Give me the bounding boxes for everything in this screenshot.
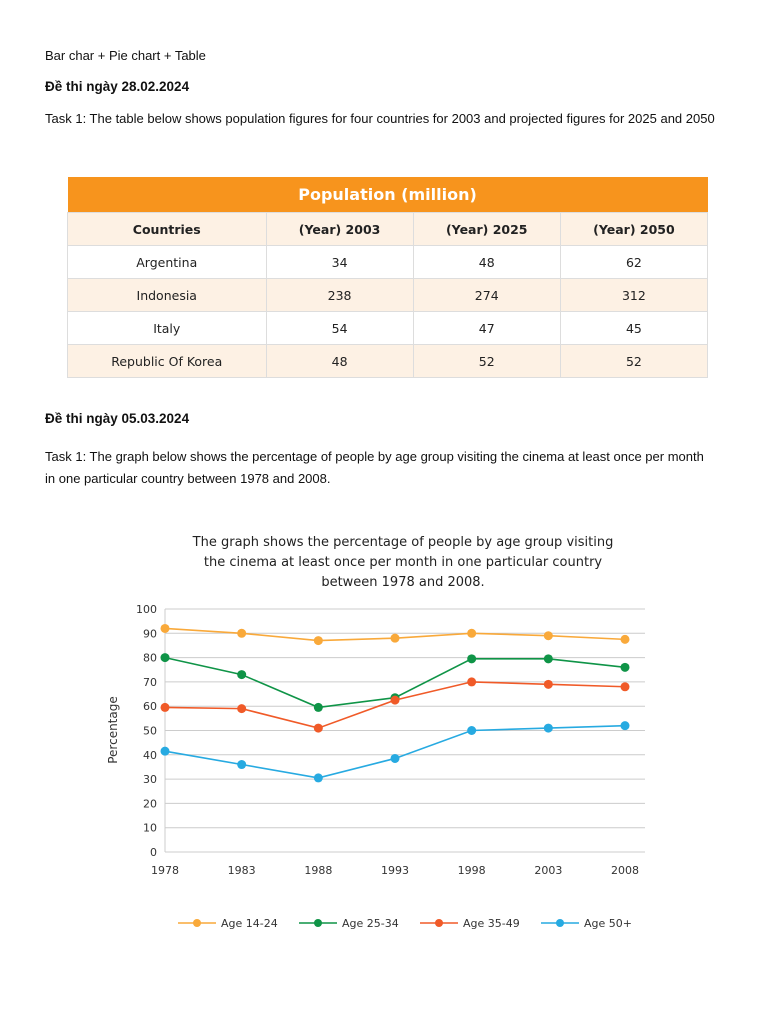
data-point [313,636,323,646]
cell: 45 [559,311,709,345]
legend-marker [435,919,443,927]
population-table: Population (million) Countries (Year) 20… [67,177,709,378]
y-tick-label: 40 [143,749,157,762]
data-point [160,746,170,756]
cell: 312 [559,278,709,312]
intro-text: Bar char + Pie chart + Table [45,48,206,63]
x-tick-label: 1983 [228,864,256,877]
data-point [620,662,630,672]
cell: 47 [412,311,561,345]
data-point [313,702,323,712]
cell: 34 [265,245,414,279]
data-point [160,702,170,712]
legend-marker [314,919,322,927]
table-title: Population (million) [67,177,708,213]
data-point [543,679,553,689]
cell: 274 [412,278,561,312]
y-tick-label: 30 [143,773,157,786]
section1-task: Task 1: The table below shows population… [45,111,715,126]
data-point [237,670,247,680]
data-point [313,773,323,783]
x-tick-label: 2003 [534,864,562,877]
cell: Argentina [67,245,267,279]
col-header: Countries [67,212,267,246]
x-tick-label: 1993 [381,864,409,877]
cell: Republic Of Korea [67,344,267,378]
data-point [237,628,247,638]
y-tick-label: 70 [143,676,157,689]
data-point [237,760,247,770]
data-point [467,677,477,687]
cell: 48 [265,344,414,378]
data-point [467,628,477,638]
x-tick-label: 2008 [611,864,639,877]
data-point [620,682,630,692]
x-tick-label: 1978 [151,864,179,877]
data-point [543,654,553,664]
data-point [467,726,477,735]
col-header: (Year) 2003 [265,212,414,246]
series-line [164,656,626,709]
data-point [390,693,400,703]
y-tick-label: 20 [143,797,157,810]
cell: Italy [67,311,267,345]
series-line [164,627,626,642]
data-point [620,721,630,731]
data-point [543,723,553,733]
legend-marker [556,919,564,927]
legend-marker [193,919,201,927]
cell: 238 [265,278,414,312]
data-point [620,634,630,644]
y-tick-label: 10 [143,822,157,835]
col-header: (Year) 2025 [412,212,561,246]
col-header: (Year) 2050 [559,212,709,246]
table-row: Indonesia 238 274 312 [67,278,709,312]
section2-task: Task 1: The graph below shows the percen… [45,449,704,486]
cell: 52 [559,344,709,378]
y-tick-label: 60 [143,700,157,713]
cell: 54 [265,311,414,345]
chart-title: the cinema at least once per month in on… [204,555,603,570]
y-tick-label: 100 [136,603,157,616]
cell: Indonesia [67,278,267,312]
x-tick-label: 1988 [304,864,332,877]
y-axis-label: Percentage [106,696,120,764]
data-point [237,704,247,714]
legend-label: Age 14-24 [221,917,278,930]
legend-label: Age 50+ [584,917,632,930]
data-point [467,654,477,664]
legend-label: Age 25-34 [342,917,399,930]
y-tick-label: 50 [143,725,157,738]
data-point [160,653,170,663]
table-row: Argentina 34 48 62 [67,245,709,279]
series-line [164,724,626,779]
table-row: Republic Of Korea 48 52 52 [67,344,709,378]
section2-heading: Đề thi ngày 05.03.2024 [45,411,190,426]
chart-title: The graph shows the percentage of people… [192,535,614,550]
x-tick-label: 1998 [458,864,486,877]
data-point [543,631,553,641]
data-point [390,633,400,643]
chart-title: between 1978 and 2008. [321,575,484,590]
data-point [160,623,170,633]
data-point [390,695,400,705]
section1-heading: Đề thi ngày 28.02.2024 [45,79,190,94]
data-point [313,723,323,733]
cell: 52 [412,344,561,378]
legend-label: Age 35-49 [463,917,520,930]
series-line [164,681,626,729]
y-tick-label: 80 [143,652,157,665]
data-point [390,753,400,763]
table-row: Italy 54 47 45 [67,311,709,345]
y-tick-label: 0 [150,846,157,859]
cell: 62 [559,245,709,279]
cell: 48 [412,245,561,279]
y-tick-label: 90 [143,627,157,640]
